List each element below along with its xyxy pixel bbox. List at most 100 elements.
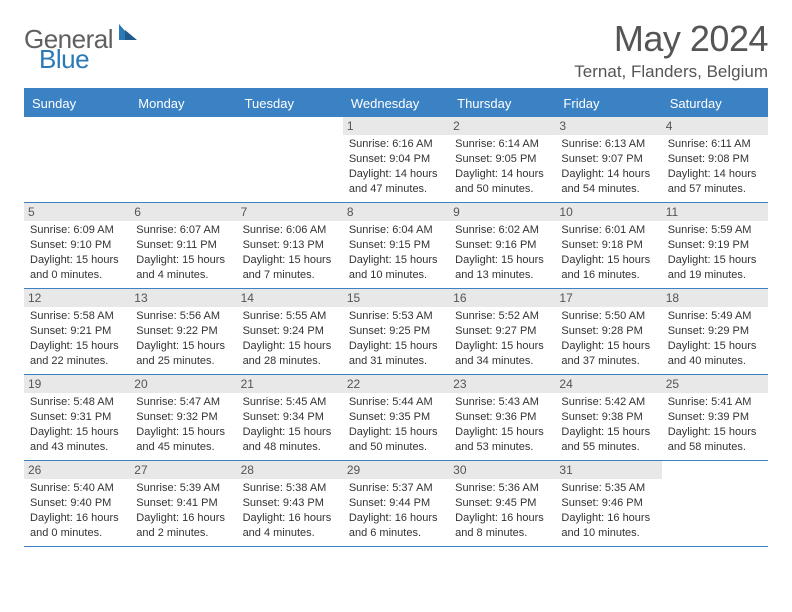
- sunset-line: Sunset: 9:05 PM: [455, 152, 549, 167]
- sunrise-line: Sunrise: 5:52 AM: [455, 309, 549, 324]
- sunset-line: Sunset: 9:43 PM: [243, 496, 337, 511]
- day-cell: 10Sunrise: 6:01 AMSunset: 9:18 PMDayligh…: [555, 203, 661, 289]
- day-cell: 15Sunrise: 5:53 AMSunset: 9:25 PMDayligh…: [343, 289, 449, 375]
- sunrise-line: Sunrise: 5:38 AM: [243, 481, 337, 496]
- sunrise-line: Sunrise: 5:48 AM: [30, 395, 124, 410]
- day-number: 11: [662, 203, 768, 221]
- day-number: 13: [130, 289, 236, 307]
- day-cell: 19Sunrise: 5:48 AMSunset: 9:31 PMDayligh…: [24, 375, 130, 461]
- sunrise-line: Sunrise: 5:40 AM: [30, 481, 124, 496]
- day-number: 1: [343, 117, 449, 135]
- sunrise-line: Sunrise: 6:07 AM: [136, 223, 230, 238]
- sunrise-line: Sunrise: 5:50 AM: [561, 309, 655, 324]
- day-cell: 3Sunrise: 6:13 AMSunset: 9:07 PMDaylight…: [555, 117, 661, 203]
- day-cell: 5Sunrise: 6:09 AMSunset: 9:10 PMDaylight…: [24, 203, 130, 289]
- sunrise-line: Sunrise: 5:36 AM: [455, 481, 549, 496]
- daylight-line: Daylight: 15 hours and 48 minutes.: [243, 425, 337, 455]
- day-cell: 12Sunrise: 5:58 AMSunset: 9:21 PMDayligh…: [24, 289, 130, 375]
- day-cell: 9Sunrise: 6:02 AMSunset: 9:16 PMDaylight…: [449, 203, 555, 289]
- day-cell: 20Sunrise: 5:47 AMSunset: 9:32 PMDayligh…: [130, 375, 236, 461]
- daylight-line: Daylight: 14 hours and 50 minutes.: [455, 167, 549, 197]
- sunrise-line: Sunrise: 6:06 AM: [243, 223, 337, 238]
- sunset-line: Sunset: 9:36 PM: [455, 410, 549, 425]
- day-number: 29: [343, 461, 449, 479]
- day-number: 5: [24, 203, 130, 221]
- day-number: 31: [555, 461, 661, 479]
- sunset-line: Sunset: 9:32 PM: [136, 410, 230, 425]
- day-header-tuesday: Tuesday: [237, 90, 343, 117]
- day-number: 12: [24, 289, 130, 307]
- sunrise-line: Sunrise: 5:42 AM: [561, 395, 655, 410]
- sunset-line: Sunset: 9:13 PM: [243, 238, 337, 253]
- logo-blue-wrap: Blue: [39, 44, 89, 75]
- day-number: 15: [343, 289, 449, 307]
- sunrise-line: Sunrise: 6:04 AM: [349, 223, 443, 238]
- day-header-thursday: Thursday: [449, 90, 555, 117]
- day-cell-empty: [24, 117, 130, 203]
- day-number: 4: [662, 117, 768, 135]
- daylight-line: Daylight: 15 hours and 10 minutes.: [349, 253, 443, 283]
- day-header-monday: Monday: [130, 90, 236, 117]
- title-block: May 2024 Ternat, Flanders, Belgium: [574, 18, 768, 82]
- sunset-line: Sunset: 9:25 PM: [349, 324, 443, 339]
- location: Ternat, Flanders, Belgium: [574, 62, 768, 82]
- daylight-line: Daylight: 15 hours and 7 minutes.: [243, 253, 337, 283]
- day-number: 16: [449, 289, 555, 307]
- daylight-line: Daylight: 16 hours and 2 minutes.: [136, 511, 230, 541]
- daylight-line: Daylight: 15 hours and 16 minutes.: [561, 253, 655, 283]
- day-number: 14: [237, 289, 343, 307]
- daylight-line: Daylight: 15 hours and 0 minutes.: [30, 253, 124, 283]
- sunset-line: Sunset: 9:41 PM: [136, 496, 230, 511]
- day-cell: 25Sunrise: 5:41 AMSunset: 9:39 PMDayligh…: [662, 375, 768, 461]
- sunset-line: Sunset: 9:29 PM: [668, 324, 762, 339]
- day-cell: 13Sunrise: 5:56 AMSunset: 9:22 PMDayligh…: [130, 289, 236, 375]
- day-number: 7: [237, 203, 343, 221]
- day-cell: 28Sunrise: 5:38 AMSunset: 9:43 PMDayligh…: [237, 461, 343, 547]
- header: General Blue May 2024 Ternat, Flanders, …: [24, 18, 768, 82]
- day-number: 20: [130, 375, 236, 393]
- day-cell: 18Sunrise: 5:49 AMSunset: 9:29 PMDayligh…: [662, 289, 768, 375]
- day-cell: 1Sunrise: 6:16 AMSunset: 9:04 PMDaylight…: [343, 117, 449, 203]
- daylight-line: Daylight: 15 hours and 28 minutes.: [243, 339, 337, 369]
- daylight-line: Daylight: 16 hours and 6 minutes.: [349, 511, 443, 541]
- day-cell: 11Sunrise: 5:59 AMSunset: 9:19 PMDayligh…: [662, 203, 768, 289]
- day-cell: 2Sunrise: 6:14 AMSunset: 9:05 PMDaylight…: [449, 117, 555, 203]
- sunset-line: Sunset: 9:35 PM: [349, 410, 443, 425]
- sunrise-line: Sunrise: 5:43 AM: [455, 395, 549, 410]
- sunrise-line: Sunrise: 5:58 AM: [30, 309, 124, 324]
- sunset-line: Sunset: 9:31 PM: [30, 410, 124, 425]
- daylight-line: Daylight: 15 hours and 13 minutes.: [455, 253, 549, 283]
- sunset-line: Sunset: 9:21 PM: [30, 324, 124, 339]
- sunset-line: Sunset: 9:22 PM: [136, 324, 230, 339]
- day-cell: 7 Sunrise: 6:06 AMSunset: 9:13 PMDaylight…: [237, 203, 343, 289]
- sunrise-line: Sunrise: 6:02 AM: [455, 223, 549, 238]
- day-number: 10: [555, 203, 661, 221]
- sunrise-line: Sunrise: 5:53 AM: [349, 309, 443, 324]
- sunrise-line: Sunrise: 5:59 AM: [668, 223, 762, 238]
- day-cell: 26Sunrise: 5:40 AMSunset: 9:40 PMDayligh…: [24, 461, 130, 547]
- sunset-line: Sunset: 9:19 PM: [668, 238, 762, 253]
- calendar-grid: 1Sunrise: 6:16 AMSunset: 9:04 PMDaylight…: [24, 117, 768, 547]
- day-cell: 23Sunrise: 5:43 AMSunset: 9:36 PMDayligh…: [449, 375, 555, 461]
- day-number: 3: [555, 117, 661, 135]
- day-cell-empty: [662, 461, 768, 547]
- daylight-line: Daylight: 15 hours and 40 minutes.: [668, 339, 762, 369]
- sunset-line: Sunset: 9:24 PM: [243, 324, 337, 339]
- sunset-line: Sunset: 9:27 PM: [455, 324, 549, 339]
- day-cell: 27Sunrise: 5:39 AMSunset: 9:41 PMDayligh…: [130, 461, 236, 547]
- day-cell: 17Sunrise: 5:50 AMSunset: 9:28 PMDayligh…: [555, 289, 661, 375]
- sunrise-line: Sunrise: 6:13 AM: [561, 137, 655, 152]
- daylight-line: Daylight: 15 hours and 34 minutes.: [455, 339, 549, 369]
- sunset-line: Sunset: 9:44 PM: [349, 496, 443, 511]
- daylight-line: Daylight: 15 hours and 58 minutes.: [668, 425, 762, 455]
- sunset-line: Sunset: 9:15 PM: [349, 238, 443, 253]
- day-number: 6: [130, 203, 236, 221]
- sunrise-line: Sunrise: 6:16 AM: [349, 137, 443, 152]
- month-title: May 2024: [574, 18, 768, 60]
- sunset-line: Sunset: 9:46 PM: [561, 496, 655, 511]
- day-number: 22: [343, 375, 449, 393]
- daylight-line: Daylight: 15 hours and 43 minutes.: [30, 425, 124, 455]
- sunrise-line: Sunrise: 5:41 AM: [668, 395, 762, 410]
- sunrise-line: Sunrise: 6:14 AM: [455, 137, 549, 152]
- sunset-line: Sunset: 9:08 PM: [668, 152, 762, 167]
